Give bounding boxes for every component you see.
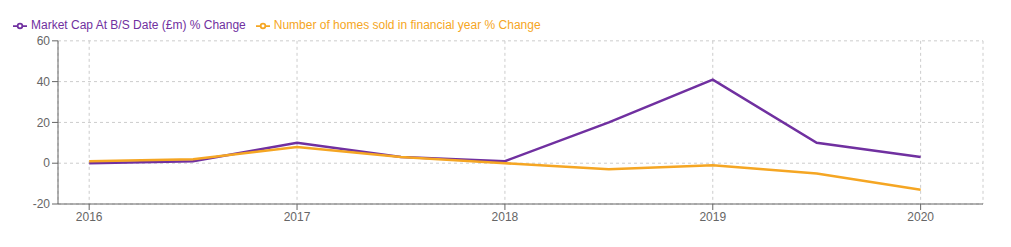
svg-text:40: 40 — [37, 75, 51, 89]
svg-text:2020: 2020 — [907, 210, 934, 224]
svg-text:-20: -20 — [33, 197, 51, 211]
svg-text:2016: 2016 — [76, 210, 103, 224]
svg-text:60: 60 — [37, 34, 51, 48]
svg-text:2019: 2019 — [699, 210, 726, 224]
svg-text:2017: 2017 — [284, 210, 311, 224]
svg-text:20: 20 — [37, 116, 51, 130]
svg-text:0: 0 — [43, 156, 50, 170]
html-text:Market Cap At B/S Date (£m) %: Market Cap At B/S Date (£m) % Change — [31, 18, 246, 32]
svg-text:2018: 2018 — [492, 210, 519, 224]
html-text:Number of homes sold in financ: Number of homes sold in financial year %… — [273, 18, 541, 32]
